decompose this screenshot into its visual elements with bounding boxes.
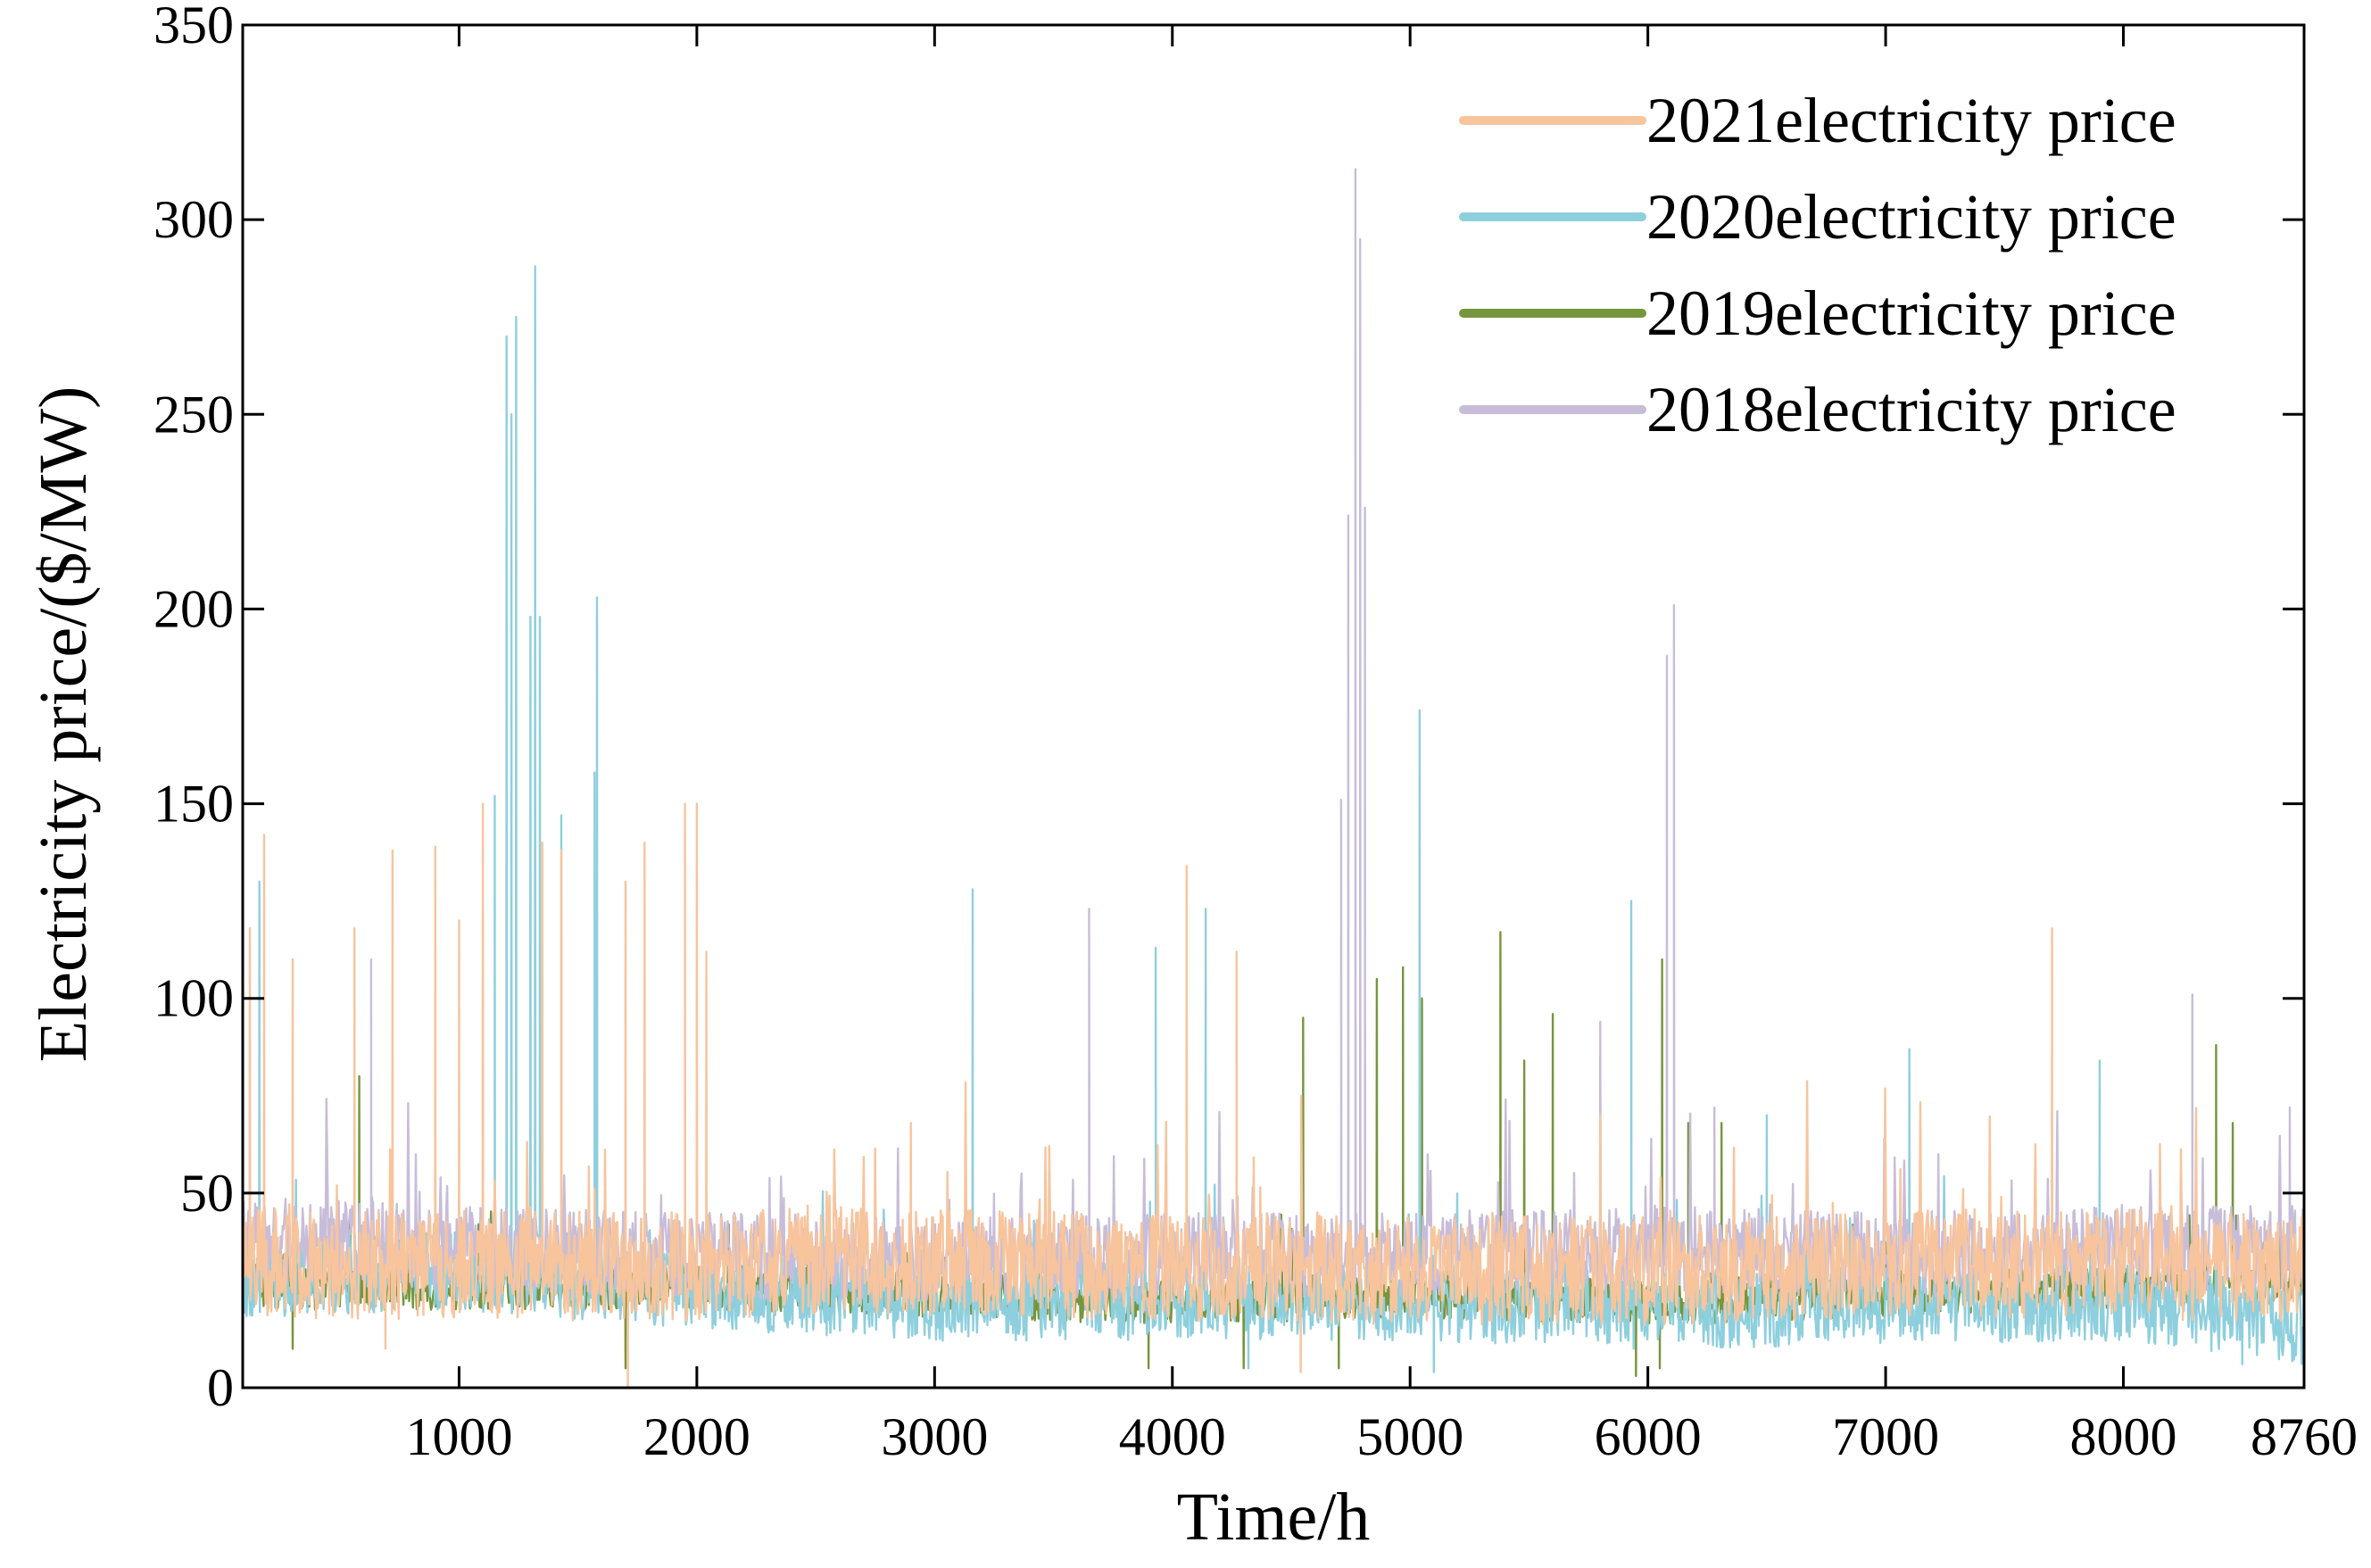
legend-label-2019: 2019electricity price bbox=[1646, 278, 2176, 349]
series-line-2021 bbox=[241, 802, 2305, 1390]
plot-frame bbox=[241, 23, 2306, 1390]
y-tick-label: 100 bbox=[153, 969, 234, 1028]
y-tick-label: 250 bbox=[153, 385, 234, 444]
x-tick-label: 8760 bbox=[2251, 1407, 2358, 1466]
y-tick-label: 350 bbox=[153, 0, 234, 54]
x-tick-label: 2000 bbox=[643, 1407, 750, 1466]
y-tick-label: 300 bbox=[153, 190, 234, 249]
x-tick-label: 5000 bbox=[1356, 1407, 1463, 1466]
x-tick-label: 4000 bbox=[1119, 1407, 1226, 1466]
axes-layer: 0 50 100 150 200 250 300 350 1000 2000 3000 4000 500… bbox=[26, 0, 2358, 1555]
y-tick-label: 200 bbox=[153, 579, 234, 638]
x-tick-label: 6000 bbox=[1595, 1407, 1702, 1466]
legend-label-2018: 2018electricity price bbox=[1646, 374, 2176, 445]
y-tick-label: 0 bbox=[207, 1358, 234, 1417]
x-tick-label: 1000 bbox=[405, 1407, 512, 1466]
legend-label-2020: 2020electricity price bbox=[1646, 181, 2176, 253]
x-axis-label: Time/h bbox=[1177, 1480, 1371, 1555]
x-tick-label: 3000 bbox=[881, 1407, 988, 1466]
y-tick-label: 50 bbox=[180, 1164, 234, 1223]
y-tick-label: 150 bbox=[153, 775, 234, 834]
series-layer bbox=[241, 168, 2305, 1390]
legend-label-2021: 2021electricity price bbox=[1646, 85, 2176, 156]
y-axis-label: Electricity price/($/MW) bbox=[26, 386, 101, 1063]
x-tick-label: 7000 bbox=[1832, 1407, 1939, 1466]
x-tick-label: 8000 bbox=[2070, 1407, 2177, 1466]
legend: 2021electricity price 2020electricity pri… bbox=[1459, 85, 2176, 445]
